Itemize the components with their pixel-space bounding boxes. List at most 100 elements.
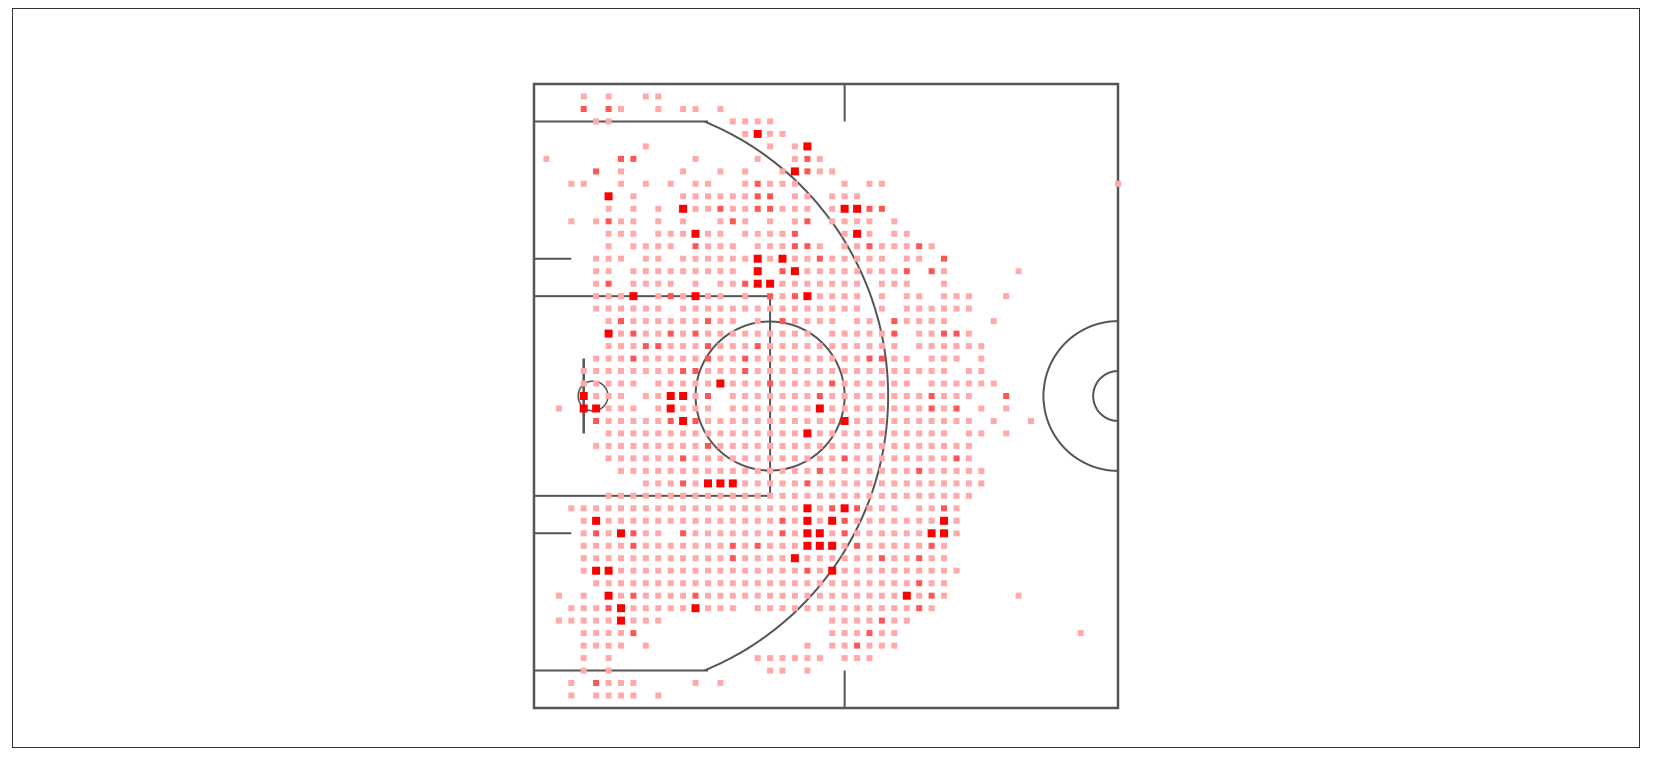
shot-cell: [692, 205, 699, 212]
shot-cell: [580, 542, 587, 549]
shot-cell: [753, 267, 762, 276]
shot-cell: [630, 243, 637, 250]
shot-cell: [593, 505, 600, 512]
shot-cell: [804, 305, 811, 312]
shot-cell: [779, 205, 786, 212]
shot-cell: [990, 318, 997, 325]
shot-cell: [841, 230, 848, 237]
shot-cell: [791, 405, 798, 412]
shot-cell: [580, 368, 587, 374]
shot-cell: [605, 118, 612, 125]
shot-cell: [803, 541, 812, 550]
shot-cell: [605, 442, 612, 449]
shot-cell: [779, 530, 786, 537]
shot-cell: [854, 505, 861, 512]
shot-cell: [953, 455, 960, 462]
shot-cell: [841, 517, 848, 524]
shot-cell: [953, 467, 960, 474]
shot-cell: [680, 430, 687, 437]
shot-cell: [680, 542, 687, 549]
shot-cell: [878, 455, 885, 462]
shot-cell: [642, 480, 649, 487]
shot-cell: [791, 580, 798, 587]
shot-cell: [593, 617, 600, 624]
shot-cell: [680, 580, 687, 587]
shot-cell: [618, 418, 624, 424]
shot-cell: [791, 380, 798, 387]
shot-cell: [691, 229, 700, 238]
shot-cell: [605, 655, 612, 662]
shot-cell: [804, 580, 811, 587]
shot-cell: [705, 592, 711, 599]
shot-cell: [804, 418, 811, 424]
shot-cell: [618, 680, 624, 686]
shot-cell: [605, 605, 612, 612]
shot-cell: [816, 343, 823, 350]
shot-cell: [729, 418, 736, 424]
shot-cell: [891, 230, 898, 237]
shot-cell: [692, 330, 699, 337]
shot-cell: [705, 605, 711, 612]
shot-cell: [592, 566, 601, 575]
shot-cell: [742, 218, 749, 225]
shot-cell: [593, 630, 600, 637]
shot-cell: [779, 567, 786, 574]
shot-cell: [903, 567, 910, 574]
shot-cell: [692, 455, 699, 462]
shot-cell: [742, 442, 749, 449]
shot-cell: [605, 580, 612, 587]
shot-cell: [705, 293, 711, 300]
shot-cell: [728, 479, 737, 488]
shot-cell: [916, 567, 923, 574]
shot-cell: [667, 368, 674, 374]
shot-cell: [941, 405, 947, 412]
shot-cell: [767, 205, 774, 212]
shot-cell: [593, 118, 600, 125]
shot-cell: [605, 542, 612, 549]
shot-cell: [742, 405, 749, 412]
shot-cell: [692, 592, 699, 599]
shot-cell: [854, 405, 861, 412]
shot-cell: [841, 243, 848, 250]
shot-cell: [705, 180, 711, 187]
shot-cell: [729, 243, 736, 250]
shot-cell: [878, 280, 885, 287]
shot-cell: [754, 580, 761, 587]
shot-cell: [816, 442, 823, 449]
shot-cell: [903, 418, 910, 424]
shot-cell: [667, 492, 674, 499]
shot-cell: [580, 530, 587, 537]
shot-cell: [965, 293, 972, 300]
shot-cell: [655, 480, 662, 487]
shot-cell: [705, 193, 711, 200]
shot-cell: [667, 580, 674, 587]
shot-cell: [866, 330, 873, 337]
shot-cell: [903, 393, 910, 399]
shot-cell: [854, 343, 861, 350]
shot-cell: [568, 692, 575, 699]
shot-cell: [716, 479, 725, 488]
three-point-arc: [703, 120, 890, 672]
shot-cell: [667, 592, 674, 599]
shot-cell: [829, 330, 836, 337]
shot-cell: [841, 255, 848, 262]
shot-cell: [854, 530, 861, 537]
shot-cell: [729, 118, 736, 125]
shot-cell: [642, 605, 649, 612]
shot-cell: [928, 430, 935, 437]
shot-cell: [655, 505, 662, 512]
shot-cell: [916, 343, 923, 350]
shot-cell: [878, 542, 885, 549]
shot-cell: [630, 467, 637, 474]
shot-cell: [618, 330, 624, 337]
shot-cell: [965, 480, 972, 487]
shot-cell: [605, 293, 612, 300]
shot-cell: [754, 155, 761, 162]
shot-cell: [655, 555, 662, 562]
shot-cell: [667, 280, 674, 287]
shot-cell: [754, 180, 761, 187]
shot-cell: [742, 430, 749, 437]
shot-cell: [767, 230, 774, 237]
shot-cell: [655, 567, 662, 574]
shot-cell: [754, 368, 761, 374]
